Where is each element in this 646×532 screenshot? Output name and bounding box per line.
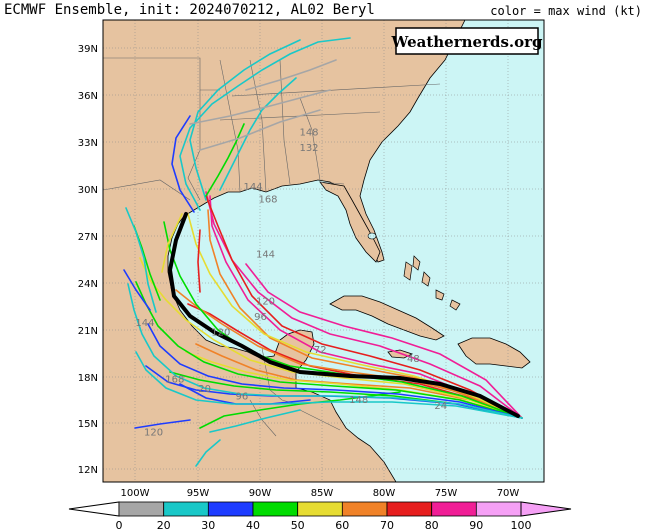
bahamas-land	[403, 255, 461, 311]
track-hour-label: 48	[407, 354, 420, 365]
ensemble-track	[245, 59, 337, 91]
colorbar-tick-label: 0	[116, 519, 123, 532]
land-layer: 148 132 144 168 144 120 96 144 120 72 48 168 20 96 148…	[103, 20, 544, 482]
ensemble-mean-track	[167, 212, 520, 418]
colorbar-tick-label: 40	[246, 519, 260, 532]
cuba-land	[329, 295, 445, 341]
ensemble-track	[135, 281, 523, 419]
ensemble-track	[161, 213, 183, 273]
colorbar-swatch	[297, 501, 343, 517]
track-hour-label: 148	[349, 395, 368, 406]
lon-label: 100W	[121, 488, 150, 499]
colorbar-tick-label: 50	[291, 519, 305, 532]
colorbar-swatch	[431, 501, 477, 517]
colorbar-tick-label: 80	[425, 519, 439, 532]
ensemble-track	[209, 409, 301, 433]
ensemble-track	[245, 263, 523, 419]
colorbar-swatch	[207, 501, 254, 517]
ensemble-track	[219, 77, 297, 191]
track-hour-label: 144	[256, 249, 275, 260]
map-frame	[102, 19, 545, 483]
colorbar-swatch	[252, 501, 299, 517]
track-hour-label: 96	[236, 392, 249, 403]
ensemble-track	[207, 209, 523, 419]
ensemble-track	[125, 207, 157, 313]
ensemble-track	[189, 39, 301, 201]
ensemble-track	[171, 115, 195, 213]
lat-label: 12N	[78, 465, 98, 476]
lon-label: 70W	[497, 488, 520, 499]
ensemble-track	[195, 439, 221, 467]
track-hour-label: 72	[314, 345, 327, 356]
track-hour-label: 144	[244, 182, 263, 193]
ensemble-track	[205, 191, 523, 419]
track-hour-label: 96	[254, 312, 267, 323]
colorbar-swatch	[163, 501, 209, 517]
ensemble-track	[147, 323, 523, 419]
track-hour-label: 120	[256, 296, 275, 307]
colorbar-tick-label: 100	[511, 519, 532, 532]
florida-land	[319, 181, 381, 263]
lat-label: 15N	[78, 419, 98, 430]
legend-title: color = max wind (kt)	[490, 4, 642, 18]
lat-label: 30N	[78, 185, 98, 196]
watermark: Weathernerds.org	[390, 27, 543, 55]
lat-label: 33N	[78, 138, 98, 149]
lat-label: 21N	[78, 326, 98, 337]
ensemble-track	[123, 269, 151, 311]
lat-label: 36N	[78, 91, 98, 102]
lon-label: 80W	[373, 488, 396, 499]
colorbar-arrow-high	[520, 501, 572, 517]
lat-label: 39N	[78, 44, 98, 55]
track-hour-label: 132	[299, 143, 318, 154]
hispaniola-land	[457, 337, 531, 369]
colorbar-arrow-low	[68, 501, 120, 517]
colorbar-swatch	[386, 501, 433, 517]
lat-label: 24N	[78, 279, 98, 290]
ensemble-track	[205, 123, 245, 197]
latitude-labels: 39N 36N 33N 30N 27N 24N 21N 18N 15N 12N	[78, 44, 98, 476]
ensemble-track	[205, 195, 523, 419]
colorbar-tick-label: 30	[201, 519, 215, 532]
track-hour-label: 168	[258, 195, 277, 206]
lat-label: 27N	[78, 232, 98, 243]
ensemble-track	[134, 419, 191, 429]
ensemble-track	[127, 283, 523, 419]
ensemble-track	[189, 89, 331, 125]
lon-label: 85W	[311, 488, 334, 499]
track-hour-label: 120	[211, 328, 230, 339]
track-hour-label: 24	[434, 401, 447, 412]
ensemble-track	[199, 109, 321, 151]
watermark-text: Weathernerds.org	[390, 33, 543, 51]
colorbar-tick-label: 90	[469, 519, 483, 532]
lon-label: 75W	[435, 488, 458, 499]
colorbar-swatch	[118, 501, 165, 517]
ensemble-track	[179, 37, 351, 211]
track-hour-label: 148	[299, 128, 318, 139]
ensemble-track	[139, 257, 523, 419]
lat-label: 18N	[78, 373, 98, 384]
track-hour-label: 20	[198, 384, 211, 395]
ensemble-track	[175, 289, 523, 419]
track-labels: 148 132 144 168 144 120 96 144 120 72 48 168 20 96 148…	[135, 128, 447, 439]
ensemble-track	[197, 229, 201, 293]
page-title: ECMWF Ensemble, init: 2024070212, AL02 B…	[4, 2, 375, 18]
track-hour-label: 168	[165, 375, 184, 386]
track-hour-label: 144	[135, 318, 154, 329]
colorbar-swatch	[475, 501, 522, 517]
ensemble-track	[135, 351, 523, 419]
colorbar-tick-label: 20	[157, 519, 171, 532]
colorbar: 0 20 30 40 50 60 70 80 90 100	[68, 501, 572, 532]
track-hour-label: 120	[144, 428, 163, 439]
ensemble-track	[199, 391, 401, 429]
colorbar-swatch	[341, 501, 388, 517]
lon-label: 95W	[187, 488, 210, 499]
colorbar-tick-label: 60	[335, 519, 349, 532]
lon-label: 90W	[249, 488, 272, 499]
longitude-labels: 100W 95W 90W 85W 80W 75W 70W	[121, 488, 520, 499]
colorbar-tick-label: 70	[380, 519, 394, 532]
